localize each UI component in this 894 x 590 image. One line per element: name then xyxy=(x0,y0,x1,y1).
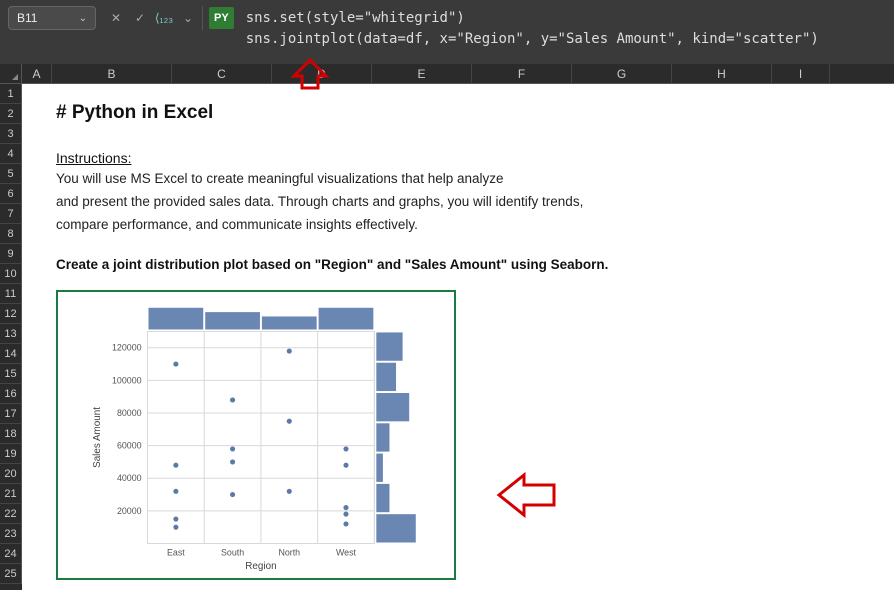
svg-text:120000: 120000 xyxy=(112,342,142,352)
svg-text:100000: 100000 xyxy=(112,375,142,385)
formula-bar: B11 ⌄ ✕ ✓ ⟨₁₂₃ ⌄ PY sns.set(style="white… xyxy=(0,0,894,64)
cancel-icon[interactable]: ✕ xyxy=(106,8,126,28)
jointplot-svg: 20000 40000 60000 80000 100000 120000 East Sout… xyxy=(58,292,454,578)
row-header-14[interactable]: 14 xyxy=(0,344,22,364)
chevron-down-icon: ⌄ xyxy=(79,13,87,24)
row-header-12[interactable]: 12 xyxy=(0,304,22,324)
row-header-4[interactable]: 4 xyxy=(0,144,22,164)
svg-text:West: West xyxy=(336,547,357,557)
row-header-8[interactable]: 8 xyxy=(0,224,22,244)
row-headers: 1234567891011121314151617181920212223242… xyxy=(0,84,22,590)
row-header-23[interactable]: 23 xyxy=(0,524,22,544)
arrow-left-icon xyxy=(494,470,564,520)
row-header-7[interactable]: 7 xyxy=(0,204,22,224)
svg-text:20000: 20000 xyxy=(117,505,142,515)
name-box[interactable]: B11 ⌄ xyxy=(8,6,96,30)
arrow-up-icon xyxy=(290,58,330,90)
row-header-2[interactable]: 2 xyxy=(0,104,22,124)
chevron-down-icon[interactable]: ⌄ xyxy=(178,8,198,28)
col-header-C[interactable]: C xyxy=(172,64,272,83)
instructions-heading: Instructions: xyxy=(56,150,836,166)
svg-text:East: East xyxy=(167,547,185,557)
task-text: Create a joint distribution plot based o… xyxy=(56,257,836,272)
code-line-1: sns.set(style="whitegrid") xyxy=(246,10,465,26)
row-header-1[interactable]: 1 xyxy=(0,84,22,104)
worksheet[interactable]: # Python in Excel Instructions: You will… xyxy=(22,84,894,590)
row-header-24[interactable]: 24 xyxy=(0,544,22,564)
col-header-F[interactable]: F xyxy=(472,64,572,83)
svg-text:South: South xyxy=(221,547,244,557)
instructions-line: You will use MS Excel to create meaningf… xyxy=(56,170,836,189)
col-header-A[interactable]: A xyxy=(22,64,52,83)
row-header-18[interactable]: 18 xyxy=(0,424,22,444)
row-header-9[interactable]: 9 xyxy=(0,244,22,264)
name-box-value: B11 xyxy=(17,11,37,25)
accept-icon[interactable]: ✓ xyxy=(130,8,150,28)
python-badge: PY xyxy=(209,7,234,29)
row-header-22[interactable]: 22 xyxy=(0,504,22,524)
row-header-3[interactable]: 3 xyxy=(0,124,22,144)
grid: 1234567891011121314151617181920212223242… xyxy=(0,84,894,590)
row-header-19[interactable]: 19 xyxy=(0,444,22,464)
py-editor-icon[interactable]: ⟨₁₂₃ xyxy=(154,8,174,28)
formula-controls: ✕ ✓ ⟨₁₂₃ ⌄ xyxy=(102,6,203,30)
instructions-line: compare performance, and communicate ins… xyxy=(56,216,836,235)
col-header-G[interactable]: G xyxy=(572,64,672,83)
svg-text:Region: Region xyxy=(245,561,276,572)
column-headers: ABCDEFGHI xyxy=(0,64,894,84)
col-header-H[interactable]: H xyxy=(672,64,772,83)
row-header-25[interactable]: 25 xyxy=(0,564,22,584)
col-header-B[interactable]: B xyxy=(52,64,172,83)
row-header-10[interactable]: 10 xyxy=(0,264,22,284)
row-header-20[interactable]: 20 xyxy=(0,464,22,484)
row-header-11[interactable]: 11 xyxy=(0,284,22,304)
formula-editor[interactable]: sns.set(style="whitegrid") sns.jointplot… xyxy=(240,6,886,52)
svg-text:60000: 60000 xyxy=(117,440,142,450)
col-header-E[interactable]: E xyxy=(372,64,472,83)
instructions-line: and present the provided sales data. Thr… xyxy=(56,193,836,212)
row-header-6[interactable]: 6 xyxy=(0,184,22,204)
code-line-2: sns.jointplot(data=df, x="Region", y="Sa… xyxy=(246,31,819,47)
svg-text:80000: 80000 xyxy=(117,408,142,418)
svg-text:40000: 40000 xyxy=(117,473,142,483)
select-all-corner[interactable] xyxy=(0,64,22,83)
svg-text:North: North xyxy=(278,547,300,557)
svg-text:Sales Amount: Sales Amount xyxy=(92,406,103,467)
row-header-16[interactable]: 16 xyxy=(0,384,22,404)
document-content: # Python in Excel Instructions: You will… xyxy=(56,102,836,580)
row-header-21[interactable]: 21 xyxy=(0,484,22,504)
row-header-15[interactable]: 15 xyxy=(0,364,22,384)
page-title: # Python in Excel xyxy=(56,102,836,124)
chart-output[interactable]: 20000 40000 60000 80000 100000 120000 East Sout… xyxy=(56,290,456,580)
row-header-17[interactable]: 17 xyxy=(0,404,22,424)
col-header-I[interactable]: I xyxy=(772,64,830,83)
row-header-13[interactable]: 13 xyxy=(0,324,22,344)
row-header-5[interactable]: 5 xyxy=(0,164,22,184)
